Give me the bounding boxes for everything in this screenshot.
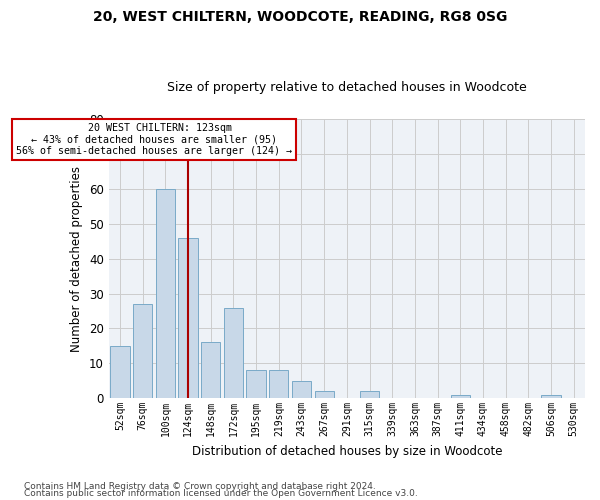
- X-axis label: Distribution of detached houses by size in Woodcote: Distribution of detached houses by size …: [191, 444, 502, 458]
- Bar: [451, 394, 470, 398]
- Bar: [156, 189, 175, 398]
- Bar: [133, 304, 152, 398]
- Text: Contains public sector information licensed under the Open Government Licence v3: Contains public sector information licen…: [24, 489, 418, 498]
- Bar: [224, 308, 243, 398]
- Bar: [201, 342, 220, 398]
- Text: Contains HM Land Registry data © Crown copyright and database right 2024.: Contains HM Land Registry data © Crown c…: [24, 482, 376, 491]
- Bar: [269, 370, 289, 398]
- Bar: [247, 370, 266, 398]
- Text: 20, WEST CHILTERN, WOODCOTE, READING, RG8 0SG: 20, WEST CHILTERN, WOODCOTE, READING, RG…: [93, 10, 507, 24]
- Bar: [110, 346, 130, 398]
- Title: Size of property relative to detached houses in Woodcote: Size of property relative to detached ho…: [167, 82, 527, 94]
- Text: 20 WEST CHILTERN: 123sqm
← 43% of detached houses are smaller (95)
56% of semi-d: 20 WEST CHILTERN: 123sqm ← 43% of detach…: [16, 123, 292, 156]
- Y-axis label: Number of detached properties: Number of detached properties: [70, 166, 83, 352]
- Bar: [360, 391, 379, 398]
- Bar: [292, 380, 311, 398]
- Bar: [314, 391, 334, 398]
- Bar: [178, 238, 198, 398]
- Bar: [541, 394, 560, 398]
